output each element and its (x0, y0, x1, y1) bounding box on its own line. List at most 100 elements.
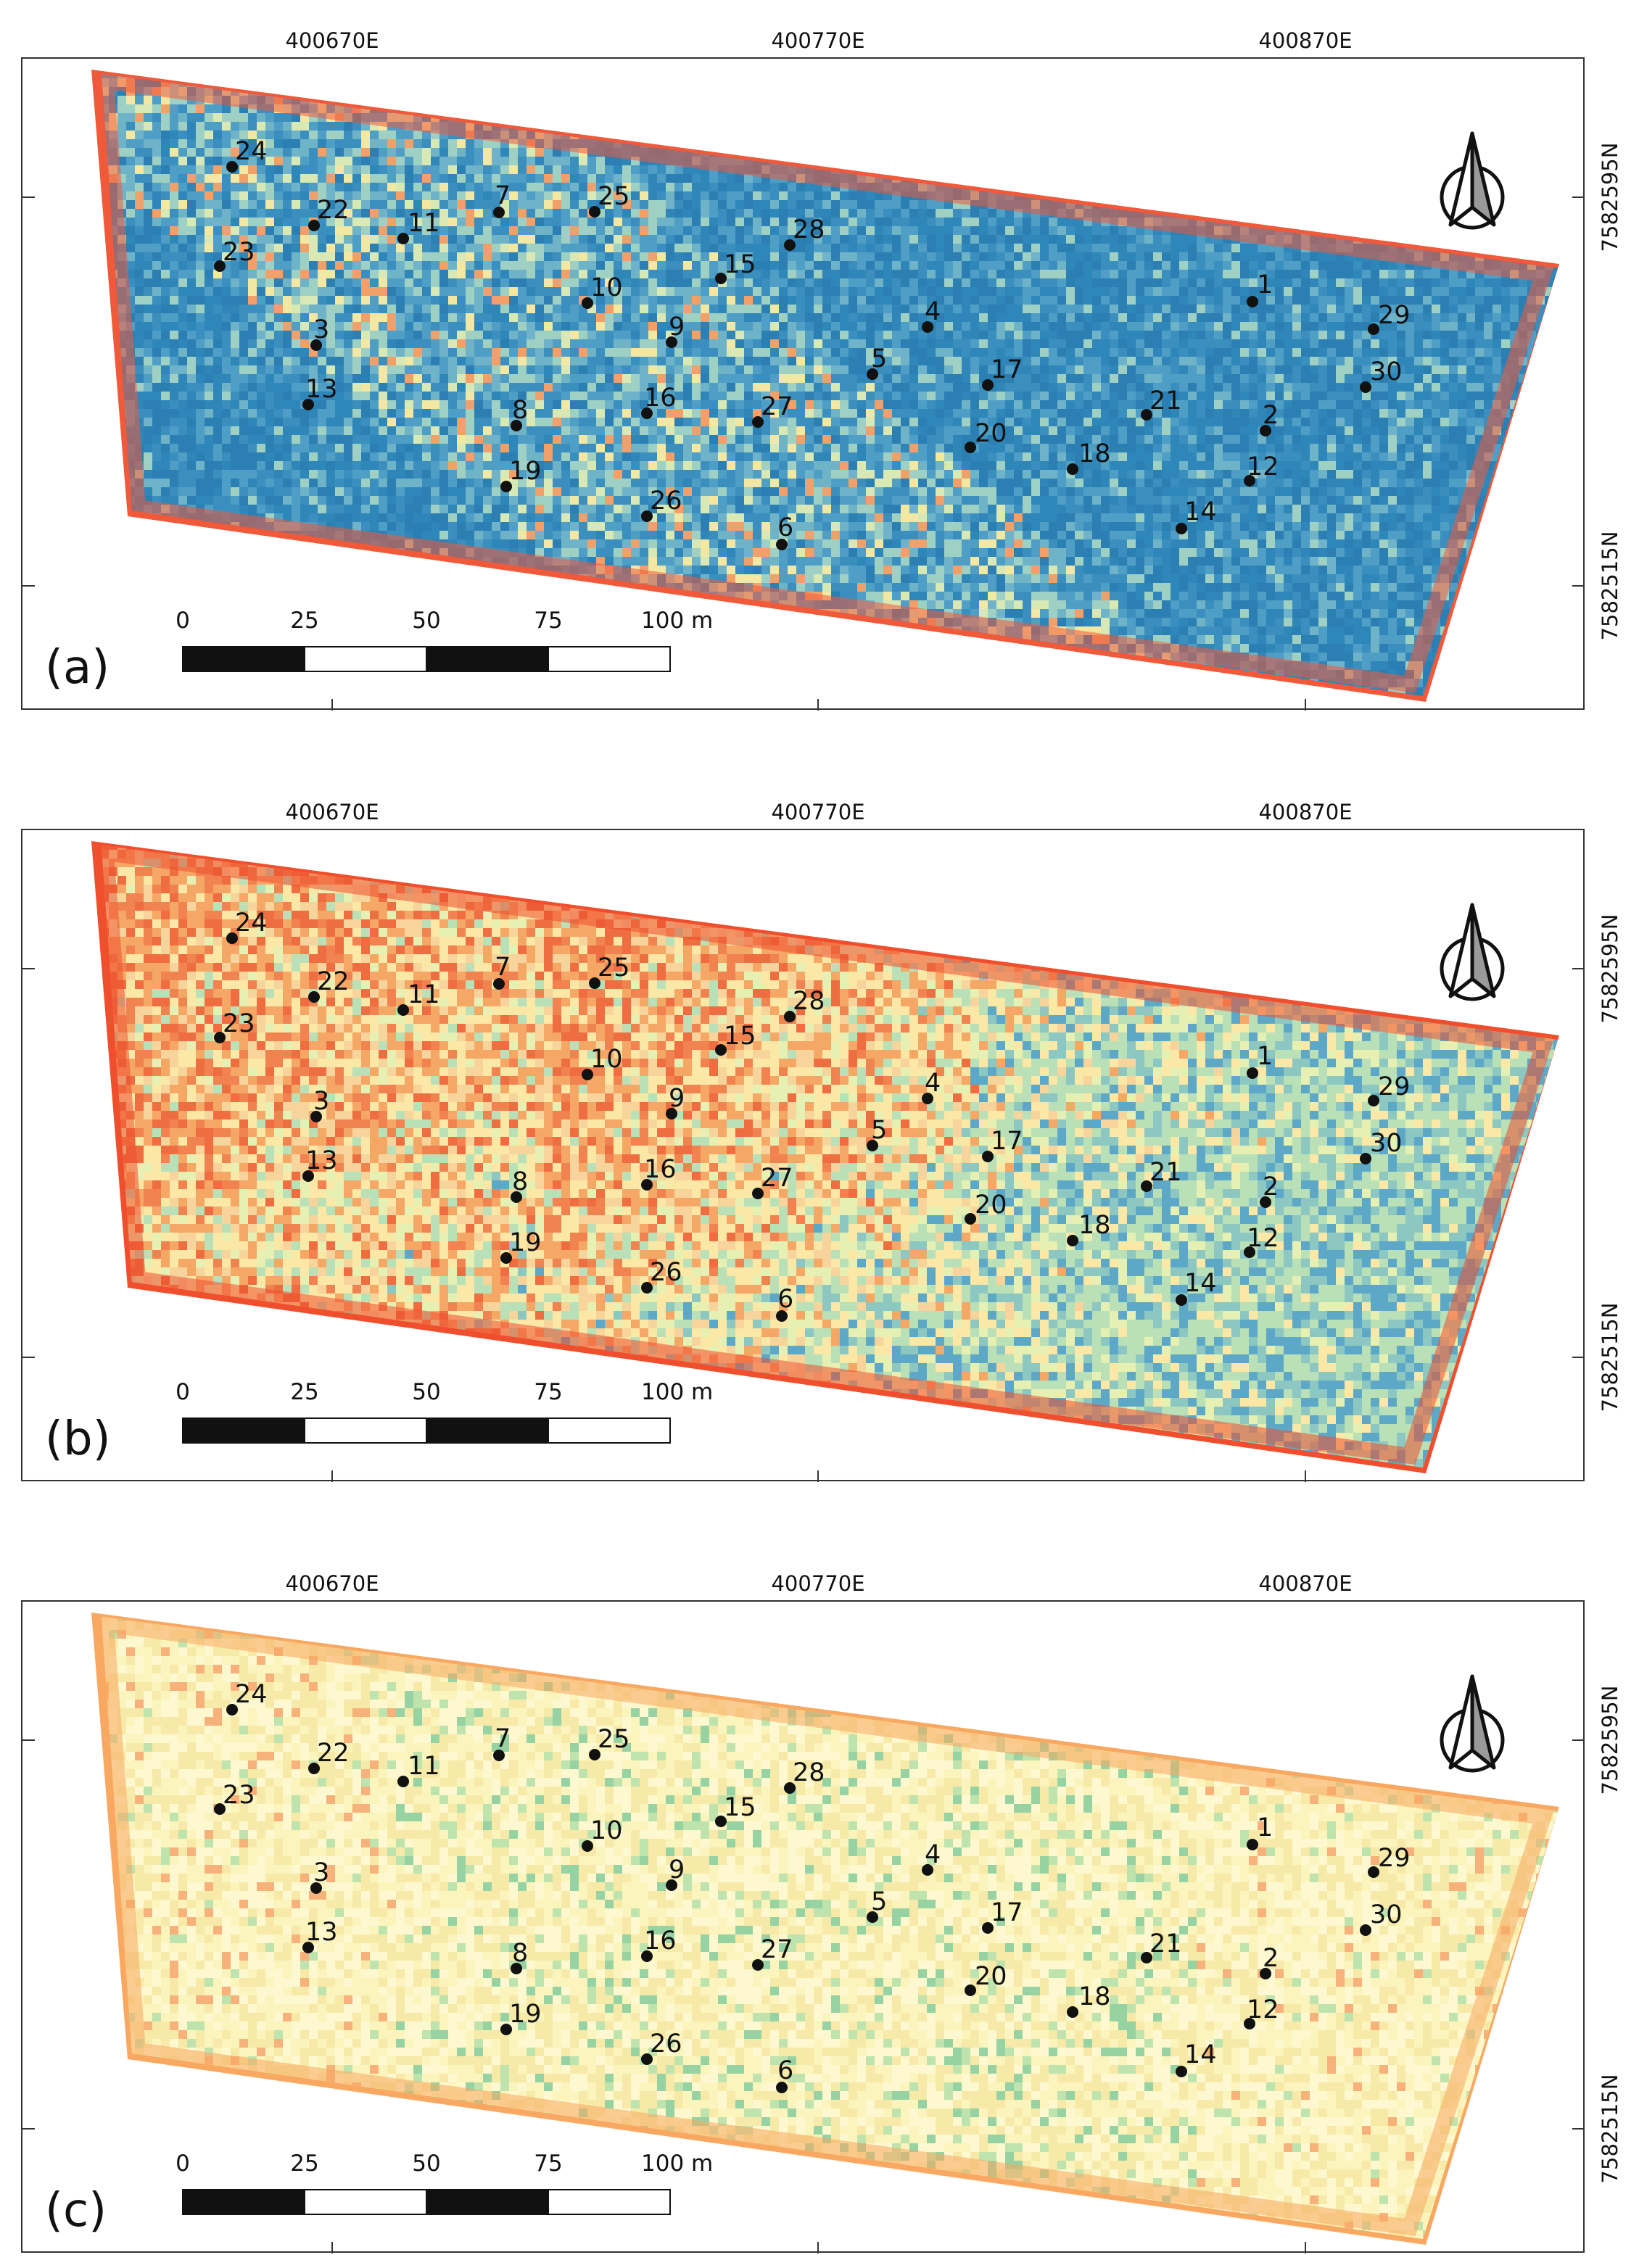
y-coordinate-label: 7582515N (1598, 1303, 1622, 1412)
scale-bar-label: 100 m (641, 608, 713, 634)
sample-point-label: 23 (223, 1781, 255, 1810)
sample-point-label: 30 (1370, 357, 1403, 386)
sample-point-label: 12 (1247, 452, 1279, 481)
sample-point-label: 19 (509, 1228, 542, 1257)
sample-point-label: 21 (1149, 1158, 1182, 1187)
sample-point-18 (1067, 463, 1078, 475)
sample-point-label: 3 (313, 1087, 329, 1116)
sample-point-18 (1067, 2006, 1078, 2018)
sample-point-label: 22 (317, 967, 350, 996)
scale-bar-label: 50 (412, 2151, 440, 2177)
sample-point-label: 5 (871, 344, 887, 373)
scale-bar-label: 50 (412, 608, 440, 634)
sample-point-label: 4 (925, 297, 941, 326)
sample-point-label: 16 (644, 1155, 677, 1184)
sample-point-label: 18 (1078, 1211, 1111, 1240)
sample-point-label: 25 (598, 182, 630, 211)
sample-point-label: 24 (235, 137, 268, 166)
sample-point-label: 30 (1370, 1900, 1403, 1929)
sample-point-label: 8 (512, 396, 528, 425)
sample-point-label: 23 (223, 238, 255, 267)
scale-bar-label: 0 (176, 2151, 190, 2177)
sample-point-label: 14 (1184, 1269, 1217, 1298)
sample-point-label: 8 (512, 1939, 528, 1968)
sample-point-label: 13 (305, 1918, 338, 1947)
scale-bar-label: 25 (290, 608, 318, 634)
sample-point-label: 28 (793, 987, 825, 1016)
sample-point-label: 20 (975, 419, 1007, 448)
sample-point-label: 19 (509, 457, 542, 486)
sample-point-label: 10 (590, 1045, 623, 1074)
sample-point-label: 13 (305, 375, 338, 404)
sample-point-label: 2 (1263, 1944, 1279, 1973)
sample-point-label: 18 (1078, 439, 1111, 468)
sample-point-label: 14 (1184, 497, 1217, 526)
x-coordinate-label: 400870E (1258, 28, 1352, 53)
sample-point-label: 19 (509, 2000, 542, 2029)
sample-point-label: 23 (223, 1009, 255, 1038)
x-coordinate-label: 400870E (1258, 1571, 1352, 1596)
sample-point-label: 7 (495, 953, 511, 982)
scale-bar-label: 75 (534, 1379, 562, 1405)
sample-point-label: 7 (495, 1724, 511, 1753)
sample-point-label: 6 (777, 513, 793, 542)
x-coordinate-label: 400770E (771, 1571, 864, 1596)
scale-bar-label: 75 (534, 608, 562, 634)
sample-point-label: 3 (313, 315, 329, 344)
x-coordinate-label: 400670E (285, 800, 379, 824)
sample-point-label: 25 (598, 1725, 630, 1754)
sample-point-label: 5 (871, 1116, 887, 1145)
sample-point-label: 12 (1247, 1224, 1279, 1253)
scale-bar-label: 0 (176, 1379, 190, 1405)
sample-point-label: 27 (761, 1935, 793, 1964)
sample-point-label: 15 (724, 250, 756, 279)
sample-point-label: 9 (669, 1084, 685, 1113)
sample-point-label: 2 (1263, 401, 1279, 430)
x-coordinate-label: 400770E (771, 28, 864, 53)
sample-point-label: 17 (991, 1898, 1023, 1927)
sample-point-label: 18 (1078, 1982, 1111, 2011)
sample-point-label: 24 (235, 909, 268, 938)
sample-point-label: 6 (777, 2056, 793, 2085)
sample-point-18 (1067, 1235, 1078, 1246)
sample-point-label: 25 (598, 953, 630, 982)
scale-bar-label: 100 m (641, 1379, 713, 1405)
sample-point-label: 11 (408, 209, 440, 238)
scale-bar-label: 25 (290, 2151, 318, 2177)
sample-point-label: 1 (1257, 1813, 1273, 1842)
scale-bar-label: 50 (412, 1379, 440, 1405)
sample-point-label: 11 (408, 1752, 440, 1781)
sample-point-label: 15 (724, 1022, 756, 1051)
sample-point-label: 28 (793, 215, 825, 244)
sample-point-label: 29 (1378, 301, 1411, 330)
panel-label: (c) (45, 2184, 107, 2238)
x-coordinate-label: 400670E (285, 28, 379, 53)
sample-point-label: 26 (650, 2029, 682, 2058)
y-coordinate-label: 7582595N (1598, 914, 1622, 1024)
sample-point-label: 17 (991, 1127, 1023, 1156)
sample-point-label: 10 (590, 1816, 623, 1845)
sample-point-label: 2 (1263, 1172, 1279, 1201)
sample-point-label: 29 (1378, 1844, 1411, 1873)
sample-point-label: 21 (1149, 1929, 1182, 1958)
sample-point-label: 4 (925, 1840, 941, 1869)
scale-bar-label: 75 (534, 2151, 562, 2177)
sample-point-label: 24 (235, 1680, 268, 1709)
sample-point-label: 27 (761, 1164, 793, 1193)
sample-point-label: 7 (495, 181, 511, 210)
sample-point-label: 1 (1257, 1042, 1273, 1071)
sample-point-label: 11 (408, 980, 440, 1009)
sample-point-label: 20 (975, 1962, 1007, 1991)
y-coordinate-label: 7582595N (1598, 1686, 1622, 1795)
x-coordinate-label: 400670E (285, 1571, 379, 1596)
sample-point-label: 9 (669, 1855, 685, 1884)
scale-bar-label: 100 m (641, 2151, 713, 2177)
sample-point-label: 15 (724, 1793, 756, 1822)
sample-point-label: 13 (305, 1146, 338, 1175)
sample-point-label: 20 (975, 1191, 1007, 1220)
panel-label: (b) (45, 1412, 111, 1466)
